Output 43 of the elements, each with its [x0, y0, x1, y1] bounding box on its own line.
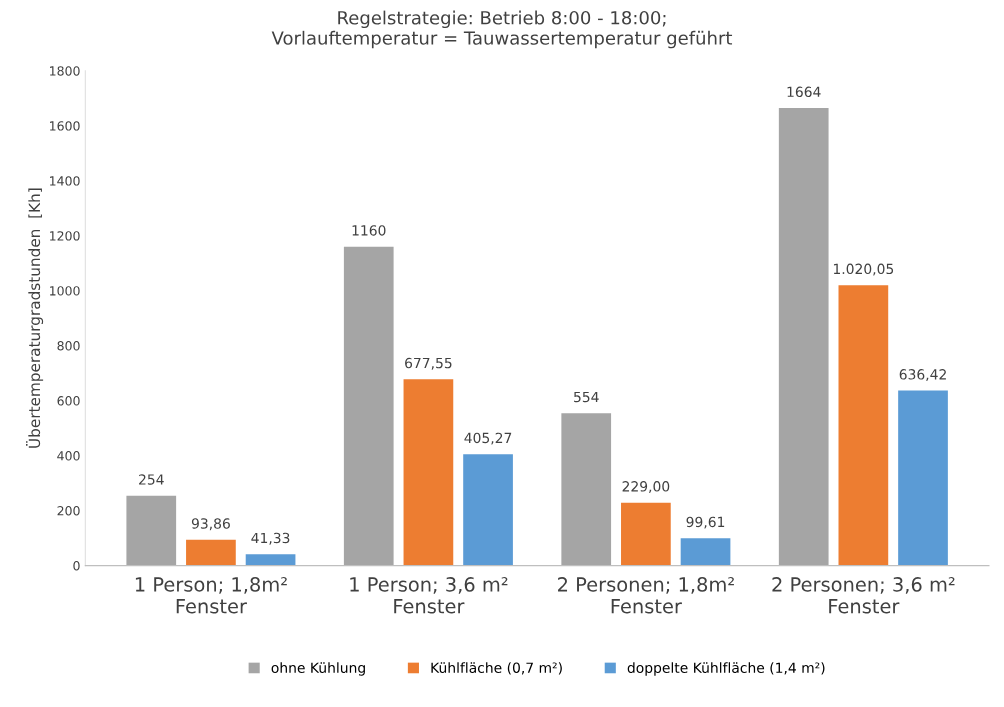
bar	[126, 495, 177, 566]
y-tick-label: 600	[57, 396, 80, 406]
data-label: 254	[139, 474, 164, 485]
bar	[561, 413, 612, 566]
bar	[838, 285, 889, 566]
y-tick-label: 800	[57, 341, 80, 351]
data-label: 93,86	[191, 518, 230, 531]
bar	[343, 246, 394, 566]
data-label: 229,00	[622, 481, 670, 494]
y-tick-label: 200	[57, 506, 80, 516]
x-tick-label: 1 Person; 3,6 m² Fenster	[350, 577, 508, 614]
x-tick-label: 1 Person; 1,8m² Fenster	[135, 577, 287, 614]
x-tick-label: 2 Personen; 3,6 m² Fenster	[772, 577, 955, 614]
data-label: 405,27	[464, 432, 512, 445]
bar	[778, 108, 829, 566]
y-tick-label: 1400	[50, 176, 80, 186]
y-tick-label: 1000	[50, 286, 80, 296]
data-label: 1.020,05	[833, 263, 894, 276]
bar	[186, 539, 236, 566]
legend-label: Kühlfläche (0,7 m²)	[431, 662, 562, 675]
bar	[680, 538, 731, 566]
y-tick-label: 400	[57, 451, 80, 461]
data-label: 1160	[352, 225, 386, 236]
y-tick-label: 1200	[50, 231, 80, 241]
data-label: 677,55	[405, 357, 452, 370]
bar	[403, 379, 454, 566]
x-tick-label: 2 Personen; 1,8m² Fenster	[558, 577, 734, 614]
chart-title: Regelstrategie: Betrieb 8:00 - 18:00; Vorlauftemperatur = Tauwassertemperatur geführt	[271, 10, 733, 49]
y-tick-label: 0	[73, 561, 80, 571]
y-tick-label: 1600	[50, 121, 80, 131]
data-label: 636,42	[899, 369, 946, 382]
bar	[463, 454, 513, 566]
data-label: 554	[574, 391, 599, 403]
y-tick-label: 1800	[50, 66, 80, 76]
bar	[245, 554, 296, 566]
y-axis-title: Übertemperaturgradstunden [Kh]	[26, 188, 44, 448]
bar	[621, 502, 671, 566]
data-label: 1664	[787, 86, 821, 98]
data-label: 99,61	[686, 516, 725, 529]
bar	[898, 390, 948, 566]
legend-label: doppelte Kühlfläche (1,4 m²)	[627, 662, 825, 676]
data-label: 41,33	[251, 532, 290, 545]
legend-label: ohne Kühlung	[271, 662, 365, 676]
